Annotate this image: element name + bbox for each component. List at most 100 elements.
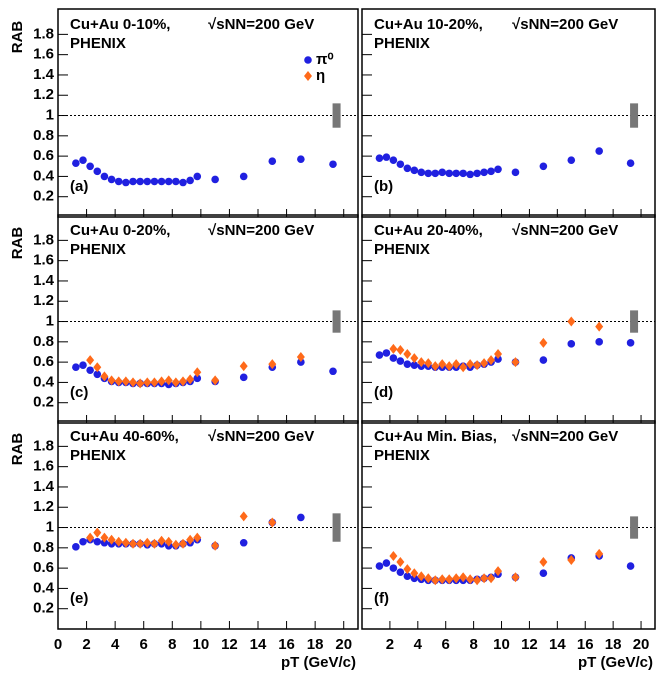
pi0-point [107,175,116,184]
eta-point [136,378,145,389]
eta-point [93,527,102,538]
eta-point [164,375,173,386]
pi0-point [136,177,144,186]
x-tick-label: 20 [335,636,352,653]
pi0-point [595,147,603,155]
eta-point [396,557,405,568]
legend-marker [304,71,312,81]
eta-point [459,572,468,583]
pi0-point [122,178,130,187]
eta-point [452,573,461,584]
norm-uncertainty-box [332,513,341,542]
plot-frame [361,214,656,424]
panel-label: (f) [374,590,389,607]
eta-point [150,377,159,388]
y-tick-label: 0.2 [33,600,54,617]
pi0-point [480,168,488,177]
pi0-point [375,351,384,359]
pi0-point [114,177,123,186]
eta-point [239,511,248,522]
pi0-point [375,562,384,570]
eta-point [480,358,489,369]
experiment-label: PHENIX [374,35,430,52]
eta-point [129,377,137,388]
eta-point [567,316,576,327]
pi0-point [511,168,520,177]
y-tick-label: 1.2 [33,86,54,103]
pi0-point [539,569,548,577]
x-tick-label: 2 [386,636,394,653]
y-axis-label: RAB [9,227,26,260]
eta-point [179,376,187,387]
pi0-point [539,356,548,364]
y-tick-label: 0.6 [33,147,54,164]
pi0-point [297,358,305,366]
y-tick-label: 0.4 [33,373,55,390]
x-tick-label: 20 [633,636,650,653]
y-tick-label: 1.6 [33,458,54,475]
pi0-point [452,169,460,178]
pi0-point [268,157,277,165]
pi0-point [150,177,159,186]
x-tick-label: 18 [307,636,324,653]
eta-point [595,321,604,332]
eta-point [494,566,503,577]
pi0-point [494,355,502,363]
pi0-point [424,169,433,178]
y-tick-label: 1.8 [33,231,54,248]
pi0-point [93,537,102,546]
eta-point [129,538,137,549]
eta-point [186,534,195,545]
y-tick-label: 1 [46,107,54,124]
eta-point [93,362,102,373]
pi0-point [239,373,248,382]
eta-point [268,517,277,528]
pi0-point [403,572,412,581]
y-tick-label: 1.4 [33,478,55,495]
eta-point [438,574,447,585]
experiment-label: PHENIX [374,447,430,464]
eta-point [107,375,116,386]
eta-point [143,537,152,548]
pi0-point [473,169,481,178]
eta-point [211,540,220,551]
eta-point [389,550,398,561]
eta-point [424,358,433,369]
pi0-point [157,177,166,186]
pi0-point [410,166,419,175]
pi0-point [100,538,109,547]
pi0-point [79,156,87,164]
y-tick-label: 0.8 [33,539,54,556]
eta-point [473,575,482,586]
panel-title: Cu+Au 0-10%, [70,16,170,33]
eta-point [179,538,187,549]
x-tick-label: 12 [521,636,538,653]
pi0-point [539,162,548,171]
y-tick-label: 1.2 [33,292,54,309]
eta-point [494,349,503,360]
eta-point [268,359,277,370]
pi0-point [389,354,398,362]
eta-point [114,536,123,547]
eta-point [595,548,604,559]
x-tick-label: 10 [493,636,510,653]
eta-point [239,361,248,372]
pi0-point [72,543,80,551]
panel-label: (e) [70,590,88,607]
pi0-point [100,172,109,181]
pi0-point [494,165,502,174]
pi0-point [417,168,426,177]
pi0-point [445,169,454,178]
eta-point [171,377,180,388]
y-tick-label: 1 [46,519,54,536]
pi0-point [403,360,412,368]
eta-point [431,361,440,372]
pi0-point [329,367,337,376]
y-tick-label: 0.2 [33,188,54,205]
eta-point [193,532,202,543]
energy-label: √sNN=200 GeV [208,428,314,445]
eta-point [114,376,123,387]
norm-uncertainty-box [332,310,341,333]
pi0-point [93,167,102,176]
eta-point [511,572,520,583]
